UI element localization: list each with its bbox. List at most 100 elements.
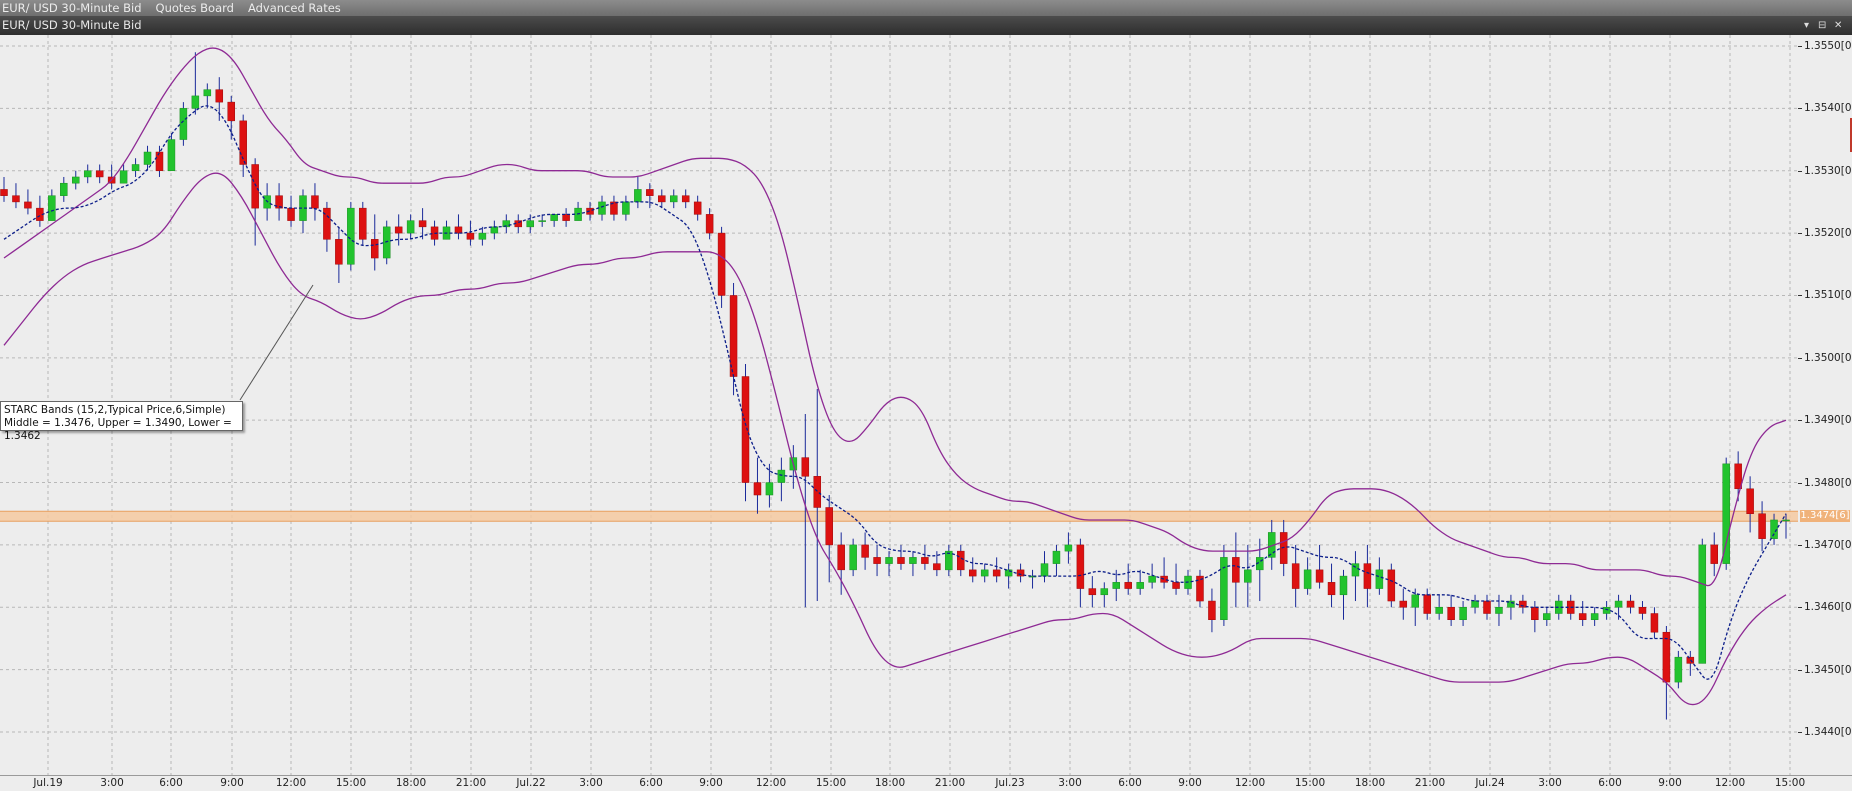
candle-up [203, 89, 212, 97]
candle-up [1495, 607, 1503, 614]
candle-down [1686, 656, 1695, 664]
candle-up [634, 189, 642, 203]
starc-middle-line [3, 105, 1787, 680]
candle-up [1602, 607, 1611, 614]
candle-up [777, 469, 786, 483]
candle-down [1363, 563, 1372, 589]
candle-down [1758, 513, 1766, 539]
candle-up [1471, 600, 1479, 608]
x-tick-label: 15:00 [1294, 777, 1326, 789]
restore-icon[interactable]: ⊟ [1818, 20, 1827, 31]
y-tick-label: 1.3540[0] [1798, 102, 1852, 114]
annotation-line-1: STARC Bands (15,2,Typical Price,6,Simple… [4, 404, 226, 416]
candle-down [1626, 600, 1635, 608]
tab-advanced-rates[interactable]: Advanced Rates [247, 1, 341, 15]
candle-down [705, 214, 714, 234]
x-tick-label: 12:00 [1234, 777, 1266, 789]
candle-up [1351, 563, 1360, 577]
y-tick-label: 1.3470[0] [1798, 539, 1852, 551]
candle-down [371, 239, 379, 259]
tab-quotes-board[interactable]: Quotes Board [155, 1, 234, 15]
candle-up [598, 201, 606, 215]
candle-down [1291, 563, 1300, 589]
candle-down [251, 164, 259, 209]
candle-down [335, 239, 343, 265]
y-tick-label: 1.3500[0] [1798, 352, 1852, 364]
candle-down [658, 195, 666, 203]
close-icon[interactable]: ✕ [1834, 20, 1843, 31]
candle-up [1303, 569, 1312, 589]
candle-down [1327, 582, 1336, 596]
candle-down [12, 195, 20, 203]
candle-down [215, 89, 224, 103]
x-tick-label: 21:00 [934, 777, 966, 789]
candle-down [1662, 631, 1671, 683]
candle-up [131, 164, 140, 171]
candle-up [526, 220, 534, 228]
candle-up [1052, 550, 1061, 564]
x-tick-label: 15:00 [1774, 777, 1806, 789]
candle-down [729, 295, 738, 377]
candle-up [60, 182, 68, 196]
candle-down [968, 569, 977, 577]
candle-down [681, 195, 690, 203]
candle-up [347, 207, 355, 265]
starc-upper-line [3, 47, 1787, 587]
x-tick-label: 9:00 [1178, 777, 1202, 789]
candle-down [897, 557, 905, 564]
candle-up [1375, 569, 1384, 589]
tab-eurusd-chart[interactable]: EUR/ USD 30-Minute Bid [2, 1, 142, 15]
candle-up [83, 170, 92, 178]
candle-up [550, 214, 558, 221]
window-menu-icon[interactable]: ▾ [1804, 20, 1810, 31]
candle-up [849, 544, 857, 571]
candle-down [1746, 488, 1754, 514]
starc-annotation[interactable]: STARC Bands (15,2,Typical Price,6,Simple… [0, 401, 243, 442]
candle-down [95, 170, 104, 178]
candle-up [1339, 575, 1348, 596]
candle-up [1698, 544, 1707, 664]
chart-window-title: EUR/ USD 30-Minute Bid [2, 18, 142, 32]
candle-down [1399, 600, 1408, 608]
x-tick-label: 9:00 [1658, 777, 1682, 789]
x-tick-label: 6:00 [1598, 777, 1622, 789]
candle-down [1172, 582, 1180, 589]
tab-bar: EUR/ USD 30-Minute Bid Quotes Board Adva… [0, 0, 1852, 16]
candle-up [980, 569, 989, 577]
time-axis[interactable]: Jul.19 3:00 6:00 9:00 12:00 15:00 18:00 21:00 Ju… [0, 775, 1852, 791]
y-tick-label: 1.3550[0] [1798, 40, 1852, 52]
x-tick-label: 18:00 [395, 777, 427, 789]
candle-up [191, 95, 200, 109]
x-tick-label: 18:00 [1354, 777, 1386, 789]
price-chart[interactable] [0, 35, 1798, 775]
candle-up [909, 557, 917, 564]
candle-down [466, 232, 475, 240]
candle-up [1136, 582, 1144, 589]
candle-down [1578, 613, 1587, 620]
candle-down [1387, 569, 1396, 602]
x-tick-label: 12:00 [755, 777, 787, 789]
candle-up [622, 201, 630, 215]
x-tick-label: 3:00 [1058, 777, 1082, 789]
candle-down [359, 207, 367, 240]
candle-down [239, 120, 247, 165]
candle-down [1531, 607, 1539, 620]
annotation-line-2: Middle = 1.3476, Upper = 1.3490, Lower =… [4, 417, 232, 442]
price-axis[interactable]: 1.3550[0] 1.3540[0] 1.3530[0] 1.3520[0] 1.35… [1798, 35, 1852, 775]
candle-up [502, 220, 511, 228]
candle-down [861, 544, 869, 558]
candle-up [1722, 463, 1730, 564]
candle-up [143, 151, 152, 165]
candle-up [167, 139, 176, 171]
x-tick-label: Jul.23 [995, 777, 1025, 789]
candle-up [945, 550, 953, 571]
x-tick-label: 12:00 [275, 777, 307, 789]
candle-up [490, 226, 499, 234]
candle-down [0, 189, 8, 196]
candle-down [646, 189, 654, 196]
last-price-label: 1.3474[6] [1800, 510, 1850, 523]
chart-plot-area[interactable] [0, 35, 1799, 775]
candle-down [717, 232, 726, 296]
candle-down [323, 207, 331, 240]
candle-up [382, 226, 391, 259]
